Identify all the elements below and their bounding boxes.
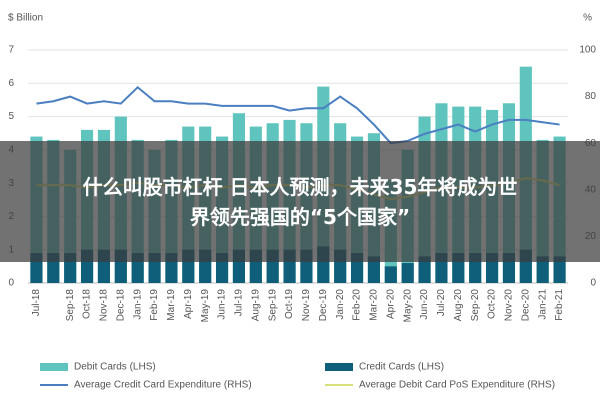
x-tick-label: Apr-20 [385, 289, 396, 319]
y-tick-label: 6 [8, 78, 14, 89]
x-tick-label: Jun-19 [217, 289, 228, 320]
bar [418, 256, 431, 283]
bar [367, 256, 381, 283]
bar [553, 256, 566, 283]
y2-tick-label: 100 [579, 45, 596, 56]
x-tick-label: Feb-19 [149, 289, 160, 321]
y-axis-label: $ Billion [8, 13, 43, 24]
x-tick-label: Oct-18 [82, 289, 93, 319]
legend-label: Credit Cards (LHS) [359, 362, 444, 373]
x-tick-label: Jan-21 [537, 289, 548, 320]
x-tick-label: Nov-20 [504, 289, 515, 322]
x-tick-label: Mar-20 [369, 289, 380, 321]
x-tick-label: Feb-20 [352, 289, 363, 321]
bar [536, 256, 549, 283]
x-tick-label: Jul-19 [234, 289, 245, 317]
overlay-banner: 什么叫股市杠杆 日本人预测，未来35年将成为世 界领先强国的“5个国家” [0, 141, 600, 262]
overlay-text: 界领先强国的“5个国家” [189, 204, 411, 229]
x-tick-label: Jan-19 [132, 289, 143, 320]
y2-tick-label: 80 [585, 91, 597, 102]
line [36, 85, 560, 145]
x-tick-label: Nov-18 [99, 289, 110, 322]
y2-tick-label: 0 [590, 278, 596, 289]
x-tick-label: Sep-20 [470, 289, 481, 322]
x-tick-label: Dec-18 [115, 289, 126, 322]
legend-label: Average Debit Card PoS Expenditure (RHS) [359, 380, 555, 391]
bar [401, 263, 414, 283]
x-tick-label: Jul-20 [436, 289, 447, 317]
y-tick-label: 0 [8, 278, 14, 289]
x-tick-label: Mar-19 [166, 289, 177, 321]
x-tick-label: May-19 [200, 289, 211, 323]
x-tick-label: Oct-19 [284, 289, 295, 319]
x-tick-label: Jan-20 [335, 289, 346, 320]
x-tick-label: Dec-19 [318, 289, 329, 322]
x-tick-label: Feb-21 [554, 289, 565, 321]
x-tick-label: Nov-19 [301, 289, 312, 322]
x-tick-label: Oct-20 [487, 289, 498, 319]
x-tick-label: Aug-20 [453, 289, 464, 322]
x-tick-label: Jul-18 [31, 289, 42, 317]
legend-label: Debit Cards (LHS) [74, 362, 156, 373]
y-tick-label: 7 [8, 45, 14, 56]
bar [384, 266, 397, 283]
legend-swatch [325, 363, 353, 371]
legend-swatch [40, 363, 68, 371]
x-tick-label: Apr-19 [183, 289, 194, 319]
x-tick-label: Aug-19 [250, 289, 261, 322]
y-tick-label: 5 [8, 111, 14, 122]
x-tick-label: Jun-20 [419, 289, 430, 320]
overlay-text: 什么叫股市杠杆 日本人预测，未来35年将成为世 [82, 174, 518, 199]
y2-axis-label: % [583, 13, 592, 24]
x-tick-label: May-20 [402, 289, 413, 323]
x-tick-label: Dec-20 [520, 289, 531, 322]
legend-label: Average Credit Card Expenditure (RHS) [74, 380, 252, 391]
x-tick-label: Sep-18 [65, 289, 76, 322]
x-tick-label: Sep-19 [267, 289, 278, 322]
